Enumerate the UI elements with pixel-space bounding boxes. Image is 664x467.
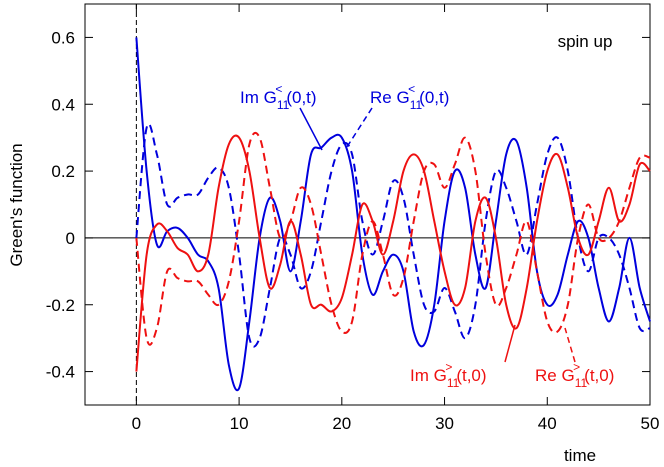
y-tick-label: 0.2 xyxy=(51,162,75,181)
label-args: (0,t) xyxy=(419,88,449,107)
x-axis-label: time xyxy=(564,446,596,465)
plot-frame xyxy=(84,3,651,406)
annotation: spin up xyxy=(558,32,613,51)
series-line xyxy=(135,37,651,392)
x-tick-label: 40 xyxy=(538,414,557,433)
y-axis-label: Green's function xyxy=(7,143,26,266)
series-line xyxy=(135,134,651,372)
leader-line xyxy=(504,324,516,363)
leader-line xyxy=(344,107,373,151)
label-part: Im G xyxy=(240,88,277,107)
label-sub: 11 xyxy=(447,376,460,390)
label-part: Re G xyxy=(535,366,575,385)
x-tick-label: 20 xyxy=(332,414,351,433)
y-tick-label: 0.6 xyxy=(51,28,75,47)
label-args: (t,0) xyxy=(584,366,614,385)
x-tick-label: 30 xyxy=(435,414,454,433)
label-args: (t,0) xyxy=(456,366,486,385)
series-label: Re G11 > (t,0) xyxy=(535,360,614,390)
series-label: Re G11 < (0,t) xyxy=(370,82,449,112)
y-tick-label: -0.2 xyxy=(46,296,75,315)
label-args: (0,t) xyxy=(286,88,316,107)
y-tick-label: 0 xyxy=(66,229,75,248)
series-line xyxy=(135,131,651,346)
leader-line xyxy=(299,107,323,151)
x-tick-label: 50 xyxy=(641,414,660,433)
label-sub: 11 xyxy=(277,98,290,112)
label-sub: 11 xyxy=(575,376,588,390)
label-sub: 11 xyxy=(410,98,423,112)
y-tick-label: -0.4 xyxy=(46,363,75,382)
label-sup: > xyxy=(445,360,452,374)
y-tick-label: 0.4 xyxy=(51,95,75,114)
label-sup: < xyxy=(408,82,415,96)
series-label: Im G11 < (0,t) xyxy=(240,82,317,112)
series-label: Im G11 > (t,0) xyxy=(410,360,487,390)
label-sup: > xyxy=(573,360,580,374)
leader-line xyxy=(564,327,576,363)
label-part: Re G xyxy=(370,88,410,107)
x-tick-label: 0 xyxy=(132,414,141,433)
label-sup: < xyxy=(275,82,282,96)
x-tick-label: 10 xyxy=(230,414,249,433)
label-part: Im G xyxy=(410,366,447,385)
